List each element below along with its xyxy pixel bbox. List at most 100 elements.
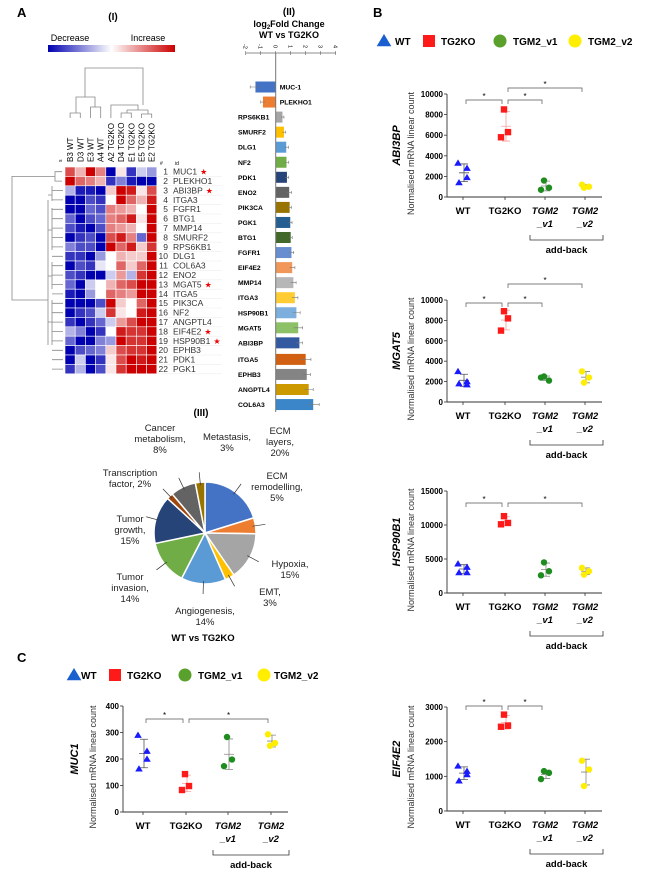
x-category-label-line2: _v2 <box>576 615 594 626</box>
bar-tick-label: 3 <box>317 45 323 48</box>
heatmap-color-scale <box>48 45 175 52</box>
x-category-label-line2: _v1 <box>536 833 553 844</box>
heatmap-cell <box>136 166 147 177</box>
bar-error <box>288 220 293 224</box>
pie-label: 20% <box>270 448 290 459</box>
y-tick-label: 10000 <box>421 90 444 99</box>
x-category-label-line2: _v2 <box>576 424 594 435</box>
gene-name: MGAT5 <box>173 279 202 289</box>
heatmap-cell <box>85 213 96 224</box>
heatmap-cell <box>105 288 117 299</box>
y-tick-label: 10000 <box>421 521 444 530</box>
bar-tick-label: 1 <box>287 45 293 48</box>
heatmap-cell <box>146 213 158 224</box>
data-point <box>580 782 588 790</box>
heatmap-cell <box>125 279 137 290</box>
y-axis-label: Normalised mRNA linear count <box>406 91 416 215</box>
heatmap-cell <box>115 241 127 252</box>
heatmap-cell <box>136 270 147 281</box>
legend-label: TG2KO <box>441 37 476 48</box>
heatmap-cell <box>125 241 137 252</box>
y-tick-label: 4000 <box>425 152 443 161</box>
data-point <box>454 762 462 769</box>
heatmap-cell <box>95 364 107 375</box>
heatmap-cell <box>74 241 86 252</box>
x-category-label-line2: _v1 <box>219 834 236 845</box>
gene-axis-title: MGAT5 <box>391 331 403 370</box>
data-point <box>545 184 553 191</box>
heatmap-cell <box>105 223 117 234</box>
bar <box>275 384 309 395</box>
heatmap-cell <box>64 223 76 234</box>
gene-label: PDK1 <box>173 355 195 365</box>
y-tick-label: 0 <box>439 589 444 598</box>
x-category-label: WT <box>456 411 471 422</box>
bar <box>275 111 283 123</box>
heatmap-cell <box>64 317 76 328</box>
heatmap-cell <box>115 260 127 271</box>
heatmap-cell <box>74 279 86 290</box>
data-point <box>578 368 586 375</box>
bar-error <box>260 100 266 104</box>
data-point <box>580 184 588 191</box>
bar-error <box>304 388 314 391</box>
heatmap-cell <box>85 279 96 290</box>
data-point <box>497 134 505 141</box>
heatmap-cell <box>85 335 96 346</box>
gene-name: ITGA5 <box>173 289 198 299</box>
pie-label: EMT, <box>259 587 281 598</box>
data-point <box>540 559 548 566</box>
x-category-label: TGM2 <box>572 206 599 217</box>
bar <box>275 307 297 319</box>
row-number: 17 <box>159 317 169 327</box>
data-point <box>585 568 593 575</box>
heatmap-cell <box>64 279 76 290</box>
data-point <box>228 756 236 763</box>
bar-category-label: MMP14 <box>238 280 262 287</box>
heatmap-panel-label: (I) <box>108 12 117 23</box>
heatmap-cell <box>64 335 76 346</box>
heatmap-cell <box>74 232 86 243</box>
heatmap-cell <box>95 194 107 205</box>
heatmap-cell <box>64 194 76 205</box>
heatmap-cell <box>85 298 96 309</box>
row-number: 2 <box>163 176 168 186</box>
heatmap-cell <box>85 241 96 252</box>
data-point <box>504 315 512 322</box>
heatmap-cell <box>146 279 158 290</box>
header-number: # <box>160 161 163 167</box>
significance-star: * <box>523 698 526 707</box>
heatmap-cell <box>85 251 96 262</box>
pie-leader-line <box>198 472 201 486</box>
gene-name: BTG1 <box>173 214 195 224</box>
x-category-label-line2: _v1 <box>536 424 553 435</box>
heatmap-cell <box>85 232 96 243</box>
legend-circle-icon <box>178 668 192 682</box>
pie-label: factor, 2% <box>109 479 152 490</box>
heatmap-cell <box>74 260 86 271</box>
significance-star: * <box>543 495 546 504</box>
heatmap-cell <box>74 326 86 337</box>
data-point <box>178 786 186 794</box>
significance-star: ★ <box>204 327 211 336</box>
bar-error <box>285 175 290 179</box>
gene-label: NF2 <box>173 308 189 318</box>
heatmap-cell <box>146 364 158 375</box>
significance-bracket <box>507 502 583 507</box>
error-bar <box>459 163 469 183</box>
gene-name: ITGA3 <box>173 195 198 205</box>
heatmap-cell <box>146 185 158 196</box>
heatmap-cell <box>146 194 158 205</box>
pie-label: 3% <box>263 598 277 609</box>
heatmap-cell <box>115 166 127 177</box>
heatmap-cell <box>85 288 96 299</box>
heatmap-cell <box>95 176 107 187</box>
bar-error <box>293 326 303 330</box>
legend-triangle-icon <box>376 34 392 47</box>
data-point <box>580 379 588 386</box>
data-point <box>585 766 593 773</box>
heatmap-cell <box>74 176 86 187</box>
x-category-label: TGM2 <box>532 411 559 422</box>
column-label: D3 WT <box>76 137 85 162</box>
heatmap-cell <box>74 317 86 328</box>
